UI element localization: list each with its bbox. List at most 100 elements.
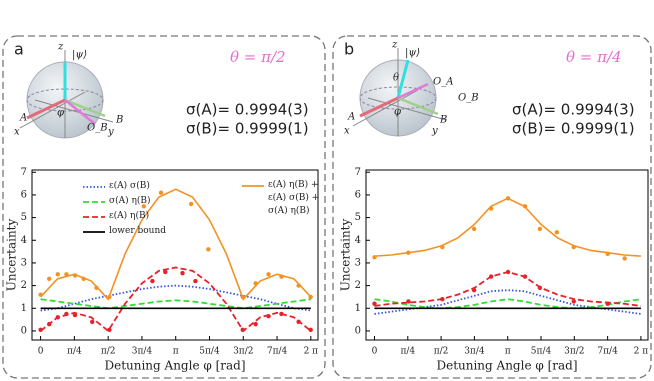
series-line: [374, 197, 641, 257]
legend-entry: ε(A) σ(B): [109, 181, 150, 191]
data-point: [206, 247, 211, 252]
sphere-label: O_B: [458, 93, 479, 104]
data-point: [571, 299, 576, 304]
data-point: [253, 321, 258, 327]
x-tick-label: π: [505, 347, 511, 357]
data-point: [308, 294, 313, 300]
legend-label: ε(A) σ(B): [109, 181, 150, 191]
x-tick-label: 2 π: [634, 347, 649, 357]
x-tick-label: 3π/2: [564, 347, 584, 357]
legend-entry: lower bound: [109, 226, 166, 236]
legend-entry: ε(A) η(B): [109, 211, 150, 221]
data-point: [72, 312, 78, 318]
data-point: [296, 283, 301, 288]
data-point: [522, 204, 528, 209]
data-point: [279, 311, 284, 317]
series-line: [40, 298, 311, 310]
plot-frame: [31, 169, 319, 341]
data-point: [488, 206, 494, 211]
data-point: [64, 272, 69, 277]
plot-frame: [365, 169, 649, 341]
sphere-label: z: [57, 42, 64, 53]
x-tick-label: 5π/4: [199, 347, 220, 357]
data-point: [38, 327, 43, 332]
data-point: [107, 294, 112, 300]
data-point: [505, 269, 511, 275]
data-point: [266, 272, 271, 277]
data-point: [94, 285, 99, 291]
data-point: [522, 274, 528, 279]
sphere-label: A: [19, 113, 27, 124]
sphere-label: B: [439, 115, 447, 126]
data-point: [571, 244, 576, 250]
data-point: [38, 292, 43, 297]
y-tick-label: 2: [21, 280, 27, 291]
data-point: [188, 201, 194, 207]
data-point: [158, 190, 164, 195]
x-tick-label: 2 π: [304, 347, 319, 357]
data-point: [471, 287, 477, 293]
series-line: [374, 298, 642, 310]
data-point: [107, 327, 112, 332]
sigma-b: σ(B)= 0.9999(1): [186, 120, 309, 138]
B-vector: [397, 96, 439, 116]
y-tick-label: 6: [355, 189, 361, 200]
y-axis: [367, 97, 447, 121]
data-point: [554, 230, 560, 235]
x-tick-label: π/2: [101, 347, 116, 357]
data-point: [47, 321, 52, 327]
y-tick-label: 4: [21, 235, 27, 246]
y-tick-label: 1: [355, 303, 361, 314]
y-tick-label: 7: [355, 167, 361, 178]
x-tick-label: 3π/4: [464, 347, 485, 357]
sigma-b: σ(B)= 0.9999(1): [512, 120, 635, 138]
O-vector: [64, 99, 96, 125]
series-line: [374, 271, 642, 307]
data-point: [90, 319, 95, 325]
data-point: [372, 255, 377, 260]
sphere-label: φ: [394, 107, 401, 118]
x-tick-label: π/4: [67, 347, 82, 357]
x-axis-label: Detuning Angle φ [rad]: [436, 359, 577, 373]
series-line: [40, 266, 312, 333]
x-tick-label: 7π/4: [597, 347, 618, 357]
data-point: [279, 274, 284, 279]
data-point: [406, 250, 411, 255]
x-tick-label: π/2: [434, 347, 449, 357]
x-tick-label: 0: [38, 347, 44, 357]
data-point: [240, 294, 245, 300]
data-point: [308, 327, 313, 332]
x-tick-label: 5π/4: [531, 347, 552, 357]
data-point: [55, 315, 61, 320]
data-point: [240, 327, 245, 332]
sigma-a: σ(A)= 0.9994(3): [512, 101, 635, 119]
data-point: [150, 278, 155, 284]
data-point: [47, 276, 52, 281]
data-point: [81, 276, 86, 281]
A-vector: [359, 96, 399, 118]
O-vector: [397, 82, 429, 100]
data-point: [488, 274, 494, 279]
legend-entry: σ(A) η(B): [109, 196, 151, 206]
data-point: [471, 226, 477, 232]
sphere-label: z: [391, 40, 398, 51]
sigma-a: σ(A)= 0.9994(3): [186, 101, 309, 119]
data-point: [55, 272, 61, 277]
data-point: [141, 204, 147, 209]
psi-vector: [396, 59, 410, 99]
y-tick-label: 5: [21, 212, 27, 223]
sphere-label: O_B: [87, 123, 108, 134]
x-tick-label: π: [173, 347, 179, 357]
data-point: [72, 273, 78, 278]
sphere-label: |ψ⟩: [405, 48, 420, 59]
legend-label: ε(A) η(B): [109, 211, 150, 221]
data-point: [372, 301, 377, 306]
y-axis-label: Uncertainty: [339, 219, 353, 292]
sphere-label: φ: [57, 108, 64, 119]
x-tick-label: 0: [372, 347, 378, 357]
data-point: [253, 281, 258, 286]
x-axis: [352, 89, 419, 127]
y-tick-label: 3: [355, 257, 361, 268]
sphere-label: |ψ⟩: [72, 50, 87, 61]
